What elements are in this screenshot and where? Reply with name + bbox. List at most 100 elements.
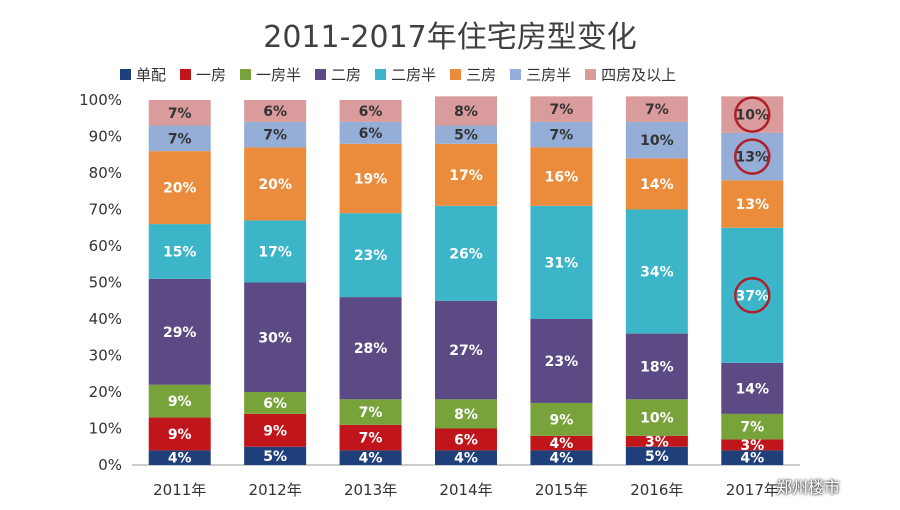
- bar-segment: [530, 450, 593, 465]
- data-label: 30%: [258, 330, 292, 346]
- bar-segment: [721, 227, 784, 363]
- data-label: 18%: [640, 359, 674, 375]
- legend-swatch: [315, 68, 327, 80]
- legend-label: 三房半: [526, 65, 572, 84]
- bar-segment: [530, 96, 593, 122]
- bar-segment: [625, 158, 688, 210]
- legend-label: 四房及以上: [601, 65, 677, 84]
- bar-segment: [721, 362, 784, 414]
- legend-swatch: [510, 68, 522, 80]
- y-tick-label: 0%: [98, 456, 122, 474]
- bar-segment: [530, 435, 593, 451]
- bar-segment: [721, 180, 784, 228]
- legend-item: 一房: [180, 64, 226, 85]
- bar-segment: [625, 446, 688, 465]
- bar-segment: [721, 439, 784, 451]
- bar-segment: [148, 450, 211, 465]
- bar-segment: [435, 205, 497, 301]
- data-label: 26%: [449, 246, 483, 262]
- bar-segment: [339, 121, 402, 144]
- data-label: 17%: [258, 244, 292, 260]
- x-tick-label: 2015年: [535, 481, 588, 499]
- data-label: 19%: [354, 171, 388, 187]
- bar-segment: [625, 209, 688, 334]
- data-label: 3%: [645, 434, 669, 450]
- chart-title: 2011-2017年住宅房型变化: [263, 20, 637, 55]
- data-label: 3%: [740, 438, 764, 454]
- y-tick-label: 90%: [89, 128, 122, 146]
- data-label: 10%: [736, 108, 770, 124]
- annotation-circle: [734, 96, 771, 133]
- data-label: 5%: [263, 449, 287, 465]
- bar-segment: [435, 450, 497, 465]
- data-label: 6%: [263, 396, 287, 412]
- data-label: 4%: [359, 451, 383, 467]
- bar-segment: [148, 278, 211, 385]
- data-label: 6%: [263, 104, 287, 120]
- bar-segment: [244, 220, 307, 283]
- bar-segment: [530, 319, 593, 403]
- x-tick-label: 2011年: [153, 481, 206, 499]
- bar-segment: [625, 399, 688, 436]
- data-label: 16%: [545, 170, 579, 186]
- y-tick-label: 30%: [89, 347, 122, 365]
- x-tick-label: 2017年: [726, 481, 779, 499]
- bar-segment: [339, 450, 402, 465]
- y-tick-label: 80%: [89, 164, 122, 182]
- bar-segment: [244, 147, 307, 221]
- y-tick-label: 20%: [89, 383, 122, 401]
- data-label: 37%: [736, 288, 770, 304]
- legend-label: 一房半: [256, 65, 302, 84]
- bar-segment: [625, 121, 688, 159]
- data-label: 28%: [354, 341, 388, 357]
- legend-swatch: [240, 68, 252, 80]
- legend-item: 二房: [315, 64, 361, 85]
- legend-label: 一房: [196, 65, 227, 84]
- data-label: 6%: [454, 432, 478, 448]
- bar-segment: [625, 435, 688, 447]
- bar-segment: [530, 402, 593, 436]
- bar-segment: [339, 100, 402, 122]
- data-label: 17%: [449, 168, 483, 184]
- data-label: 10%: [640, 133, 674, 149]
- y-tick-label: 60%: [89, 237, 122, 255]
- data-label: 34%: [640, 265, 674, 281]
- bar-segment: [244, 100, 307, 122]
- data-label: 23%: [545, 354, 579, 370]
- legend-label: 二房: [331, 65, 362, 84]
- data-label: 4%: [550, 436, 574, 452]
- y-tick-label: 40%: [89, 310, 122, 328]
- data-label: 20%: [163, 181, 197, 197]
- legend-item: 四房及以上: [585, 64, 676, 85]
- y-tick-label: 100%: [79, 91, 122, 109]
- bar-segment: [721, 450, 784, 465]
- legend-swatch: [585, 68, 597, 80]
- bar-segment: [148, 417, 211, 451]
- legend-swatch: [180, 68, 192, 80]
- data-label: 4%: [168, 451, 192, 467]
- data-label: 6%: [359, 126, 383, 142]
- bar-segment: [721, 96, 784, 133]
- legend-label: 单配: [136, 65, 167, 84]
- data-label: 7%: [550, 102, 574, 118]
- data-label: 20%: [258, 177, 292, 193]
- y-tick-label: 70%: [89, 201, 122, 219]
- annotation-circle: [734, 138, 771, 175]
- data-label: 8%: [454, 407, 478, 423]
- bar-segment: [530, 205, 593, 319]
- bar-segment: [244, 392, 307, 414]
- legend-item: 二房半: [375, 64, 436, 85]
- bar-segment: [435, 143, 497, 206]
- bar-segment: [148, 100, 211, 126]
- x-tick-label: 2012年: [249, 481, 302, 499]
- data-label: 23%: [354, 248, 388, 264]
- bar-segment: [435, 96, 497, 126]
- bar-segment: [148, 384, 211, 418]
- legend: 单配 一房 一房半 二房 二房半 三房 三房半 四房及以上: [120, 64, 676, 84]
- bar-segment: [435, 300, 497, 400]
- bar-segment: [244, 446, 307, 465]
- bar-segment: [339, 424, 402, 451]
- bar-segment: [339, 399, 402, 425]
- data-label: 7%: [359, 431, 383, 447]
